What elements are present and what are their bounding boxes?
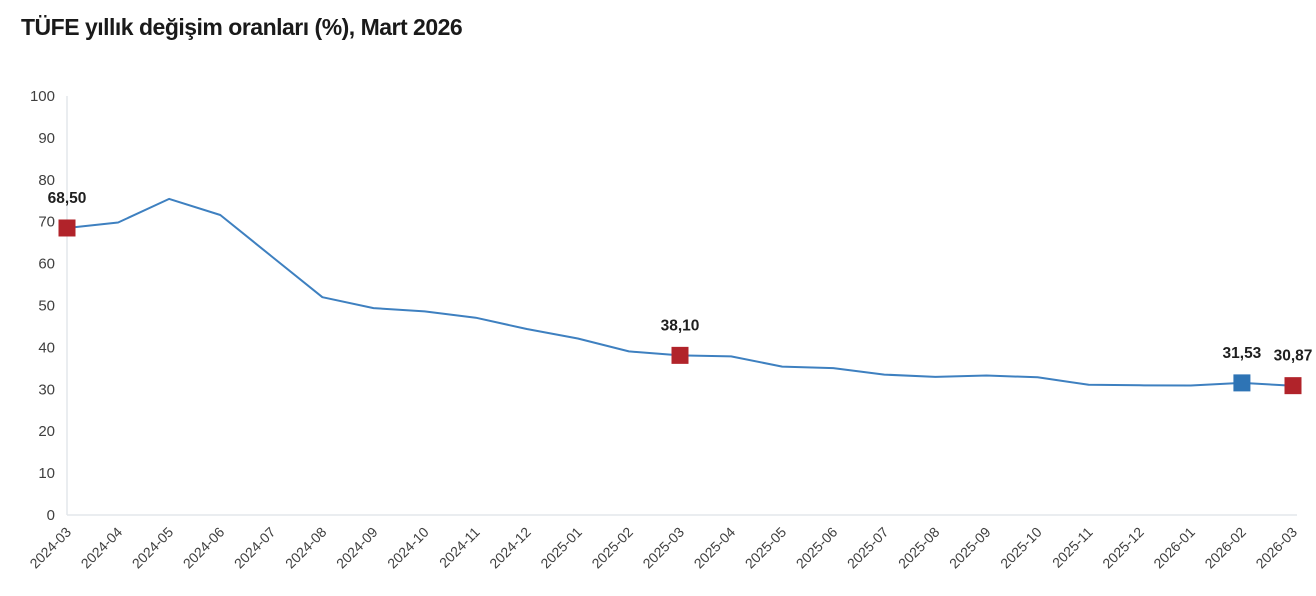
data-marker[interactable] [671,346,689,364]
x-tick-label: 2025-07 [844,524,892,572]
x-tick-label: 2024-07 [231,524,279,572]
y-tick-label: 70 [38,214,55,231]
y-tick-label: 60 [38,256,55,273]
x-tick-label: 2024-10 [384,524,432,572]
data-marker[interactable] [1233,374,1251,392]
x-tick-label: 2025-04 [691,524,739,572]
y-tick-label: 40 [38,339,55,356]
y-tick-label: 30 [38,381,55,398]
y-tick-label: 80 [38,172,55,189]
x-tick-label: 2024-04 [78,524,126,572]
x-tick-label: 2026-01 [1150,524,1198,572]
data-label: 30,87 [1274,348,1313,365]
x-tick-label: 2025-12 [1099,524,1147,572]
x-tick-label: 2025-01 [537,524,585,572]
x-tick-label: 2025-03 [639,524,687,572]
data-label: 31,53 [1223,345,1262,362]
data-marker[interactable] [58,219,76,237]
x-tick-label: 2024-03 [26,524,74,572]
y-tick-label: 20 [38,423,55,440]
x-tick-label: 2026-02 [1201,524,1249,572]
x-tick-label: 2024-05 [129,524,177,572]
x-tick-label: 2026-03 [1252,524,1300,572]
x-tick-label: 2024-06 [180,524,228,572]
chart-title: TÜFE yıllık değişim oranları (%), Mart 2… [21,14,463,40]
data-label: 68,50 [48,190,87,207]
y-tick-label: 90 [38,130,55,147]
x-tick-label: 2025-05 [742,524,790,572]
x-tick-label: 2025-11 [1049,524,1096,571]
x-tick-label: 2024-12 [486,524,534,572]
y-tick-label: 0 [47,507,55,524]
x-tick-label: 2025-09 [946,524,994,572]
data-marker[interactable] [1284,377,1302,395]
y-tick-label: 50 [38,298,55,315]
x-tick-label: 2025-08 [895,524,943,572]
x-tick-label: 2024-11 [436,524,483,571]
x-tick-label: 2025-02 [588,524,636,572]
x-tick-label: 2024-09 [333,524,381,572]
y-tick-label: 10 [38,465,55,482]
data-label: 38,10 [661,317,700,334]
y-tick-label: 100 [30,88,55,105]
x-tick-label: 2025-06 [793,524,841,572]
x-tick-label: 2025-10 [997,524,1045,572]
x-tick-label: 2024-08 [282,524,330,572]
